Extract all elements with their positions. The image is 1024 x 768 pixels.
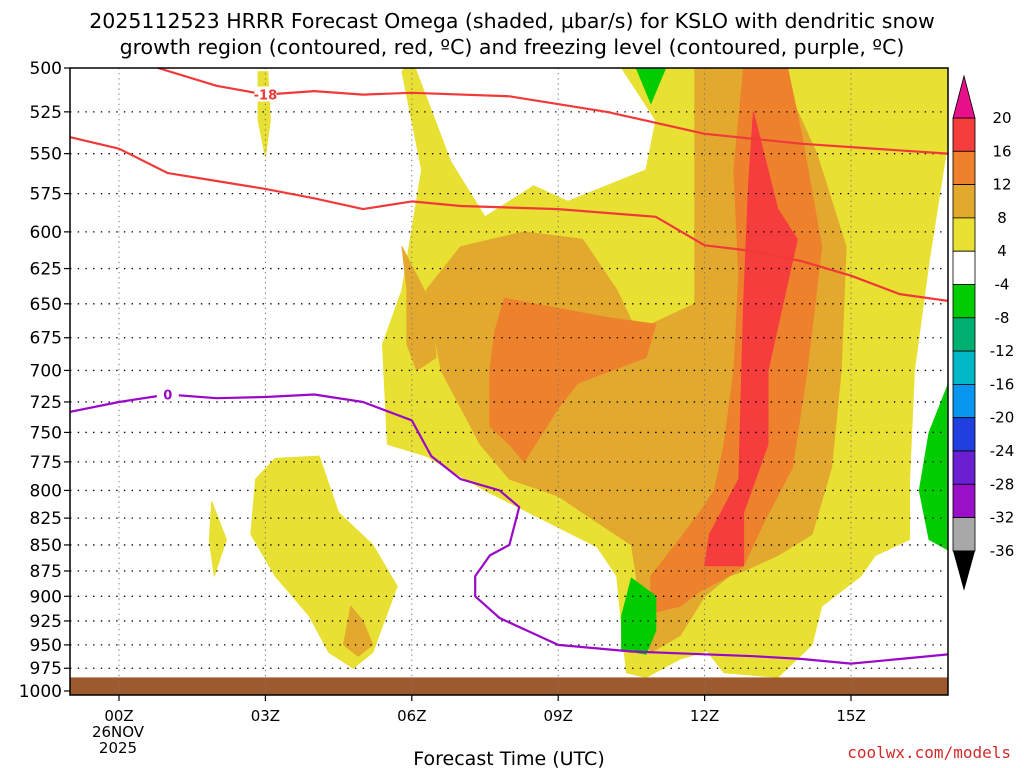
contour-line <box>70 136 948 303</box>
y-tick-label: 725 <box>30 393 62 413</box>
colorbar-bin <box>952 317 976 352</box>
omega-shade-region <box>250 455 398 669</box>
colorbar-bin <box>952 184 976 219</box>
omega-shading <box>208 68 948 678</box>
ground-surface <box>70 677 948 695</box>
y-tick-label: 975 <box>30 659 62 679</box>
colorbar-label: -20 <box>990 409 1015 427</box>
x-tick-sublabel: 26NOV <box>92 723 145 741</box>
colorbar-bin <box>952 250 976 285</box>
colorbar-bin <box>952 383 976 419</box>
y-tick-label: 675 <box>30 329 62 349</box>
x-tick-label: 15Z <box>836 707 865 725</box>
omega-shade-region <box>489 297 657 463</box>
x-tick-label: 06Z <box>397 707 426 725</box>
y-tick-label: 950 <box>30 636 62 656</box>
colorbar: 20 16 12 8 4 -4 -8 -12 -16 -20 -24 -28 -32 -36 <box>952 74 1015 591</box>
omega-shade-region <box>918 383 948 551</box>
colorbar-bin <box>952 284 976 319</box>
y-tick-label: 875 <box>30 562 62 582</box>
colorbar-label: -12 <box>990 342 1015 360</box>
x-axis-title: Forecast Time (UTC) <box>413 748 604 768</box>
credit-text[interactable]: coolwx.com/models <box>847 743 1011 762</box>
colorbar-label: 12 <box>992 176 1011 194</box>
contour-layer: -18 0 <box>70 68 948 665</box>
colorbar-top-arrow <box>952 74 976 119</box>
colorbar-bin <box>952 517 976 552</box>
x-tick-label: 09Z <box>544 707 573 725</box>
plot-frame <box>69 67 949 696</box>
y-tick-label: 775 <box>30 453 62 473</box>
omega-shade-region <box>650 68 823 614</box>
chart-subtitle: growth region (contoured, red, ºC) and f… <box>120 35 905 59</box>
omega-shade-region <box>704 111 798 567</box>
y-tick-label: 750 <box>30 423 62 443</box>
y-axis: 500 525 550 575 600 625 650 675 700 725 750 775 800 8… <box>19 59 70 702</box>
y-tick-label: 625 <box>30 260 62 280</box>
y-tick-label: 500 <box>30 59 62 79</box>
colorbar-label: -36 <box>990 542 1015 560</box>
omega-shade-region <box>208 501 227 577</box>
y-tick-label: 550 <box>30 145 62 165</box>
colorbar-label: -16 <box>990 375 1015 393</box>
colorbar-label: 20 <box>992 109 1011 127</box>
y-tick-label: 850 <box>30 536 62 556</box>
contour-label: 0 <box>163 388 172 403</box>
omega-shade-region <box>343 605 374 657</box>
contour-line <box>70 393 948 665</box>
x-tick-label: 00Z <box>104 707 133 725</box>
y-tick-label: 700 <box>30 361 62 381</box>
colorbar-label: -28 <box>990 475 1015 493</box>
x-tick-sublabel: 2025 <box>99 739 137 757</box>
y-tick-label: 1000 <box>19 682 62 702</box>
colorbar-label: -4 <box>995 276 1010 294</box>
colorbar-label: -24 <box>990 442 1015 460</box>
colorbar-label: 8 <box>997 209 1007 227</box>
contour-line <box>156 68 948 155</box>
x-tick-label: 03Z <box>251 707 280 725</box>
colorbar-label: 4 <box>997 242 1007 260</box>
y-tick-label: 575 <box>30 185 62 205</box>
colorbar-bin <box>952 117 976 152</box>
ground-layer <box>70 677 948 695</box>
plot-area: -18 0 <box>70 68 948 695</box>
contour-label-background <box>254 86 277 102</box>
omega-shade-region <box>635 68 667 104</box>
y-tick-label: 900 <box>30 587 62 607</box>
colorbar-bin <box>952 483 976 518</box>
colorbar-bottom-arrow <box>953 550 975 591</box>
y-tick-label: 925 <box>30 612 62 632</box>
colorbar-label: 16 <box>992 142 1011 160</box>
y-tick-label: 800 <box>30 481 62 501</box>
x-tick-label: 12Z <box>690 707 719 725</box>
colorbar-label: -8 <box>995 309 1010 327</box>
contour-label-background <box>156 386 179 402</box>
colorbar-label: -32 <box>990 509 1015 527</box>
contour-label: -18 <box>254 89 278 104</box>
chart-title: 2025112523 HRRR Forecast Omega (shaded, … <box>89 9 935 33</box>
y-tick-label: 650 <box>30 295 62 315</box>
colorbar-bin <box>952 350 976 385</box>
y-tick-label: 600 <box>30 223 62 243</box>
colorbar-bin <box>952 450 976 485</box>
y-tick-label: 525 <box>30 103 62 123</box>
colorbar-bin <box>952 417 976 452</box>
colorbar-bin <box>952 217 976 252</box>
y-tick-label: 825 <box>30 509 62 529</box>
colorbar-bin <box>952 150 976 186</box>
